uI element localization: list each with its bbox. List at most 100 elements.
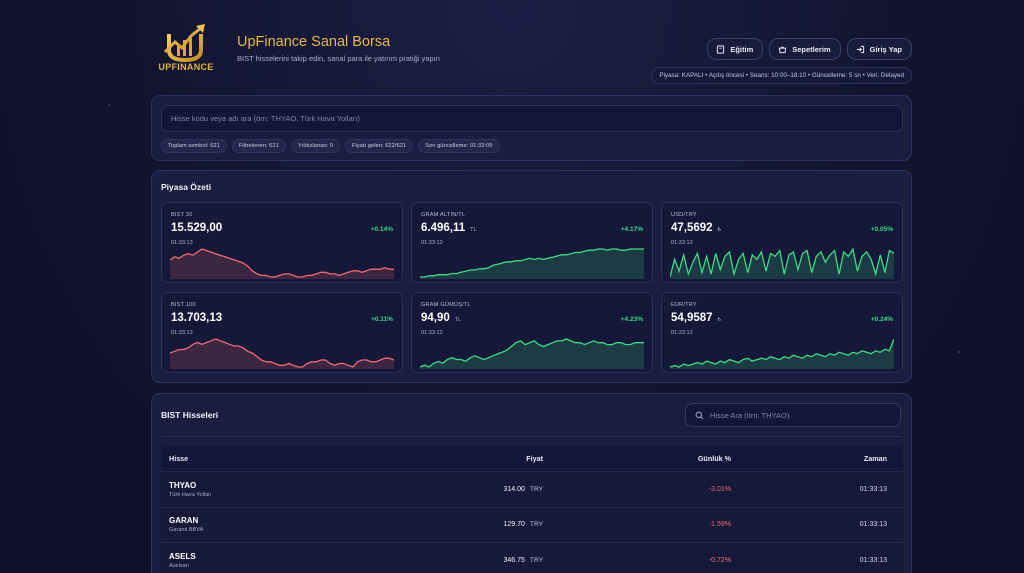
card-unit: TL [454,317,462,323]
card-value: 47,5692 ₺ [671,222,721,234]
stock-price: 314.00 [503,485,525,493]
card-time: 01:33:12 [421,240,443,246]
search-panel: Toplam sembol: 621 Filtrelenen: 621 Yıld… [151,95,912,161]
sparkline-line [670,247,894,278]
baskets-button-label: Sepetlerim [792,44,831,54]
stock-currency: TRY [529,556,543,564]
card-value: 54,9587 ₺ [671,312,721,324]
summary-card-bist30[interactable]: BIST 30 15.529,00 +0.14% 01:33:13 [161,202,403,283]
app-container: UPFINANCE UpFinance Sanal Borsa BIST his… [151,0,912,573]
stock-currency: TRY [529,521,543,529]
card-name: EUR/TRY [671,302,697,308]
sparkline-area [170,249,394,279]
stock-change: -1.59% [708,521,731,529]
symbol-search-input[interactable] [162,106,902,131]
stock-symbol: ASELS [169,551,196,561]
card-value-number: 47,5692 [671,222,713,234]
stock-price: 129.70 [503,521,525,529]
header-actions: Eğitim Sepetlerim Giriş Yap [707,38,912,60]
card-value: 94,90 TL [421,312,461,324]
education-button-label: Eğitim [730,44,754,54]
sparkline-chart [170,248,394,279]
stock-cell: GARAN Garanti BBVA [161,516,311,533]
stock-name: Garanti BBVA [169,527,204,534]
sparkline-area [420,249,644,279]
card-value: 6.496,11 TL [421,222,477,234]
card-name: USD/TRY [671,212,697,218]
card-value-number: 6.496,11 [421,222,466,234]
market-status-badge: Piyasa: KAPALI • Açılış öncesi • Seans: … [651,67,912,84]
price-cell: 346.75 TRY [311,556,544,564]
background-dot [958,351,960,353]
stock-change: -3.01% [708,485,731,493]
card-value-number: 15.529,00 [171,222,223,234]
stock-name: Türk Hava Yolları [169,491,212,498]
card-value-number: 13.703,13 [171,312,223,324]
sparkline-chart [420,248,644,279]
column-header-stock[interactable]: Hisse [169,454,189,463]
summary-card-gram-silver[interactable]: GRAM GÜMÜŞ/TL 94,90 TL +4.23% 01:33:12 [411,292,653,373]
card-time: 01:33:13 [171,240,193,246]
stock-search-input[interactable] [704,404,900,426]
table-row[interactable]: ASELS Aselsan 346.75 TRY -0.72% 01:33:13 [161,542,903,573]
table-row[interactable]: THYAO Türk Hava Yolları 314.00 TRY -3.01%… [161,471,903,507]
login-button[interactable]: Giriş Yap [846,38,912,60]
stock-name: Aselsan [169,562,189,569]
basket-icon [779,45,787,53]
table-row[interactable]: GARAN Garanti BBVA 129.70 TRY -1.59% 01:3… [161,506,903,542]
page-subtitle: BIST hisselerini takip edin, sanal para … [237,54,440,63]
card-value-number: 54,9587 [671,312,713,324]
stats-bar: Toplam sembol: 621 Filtrelenen: 621 Yıld… [161,139,500,153]
sparkline-chart [420,338,644,369]
summary-card-gram-gold[interactable]: GRAM ALTIN/TL 6.496,11 TL +4.17% 01:33:12 [411,202,653,283]
column-header-change[interactable]: Günlük % [697,454,731,463]
price-cell: 129.70 TRY [311,521,544,529]
sparkline-line [670,338,894,368]
sign-in-icon [856,45,864,53]
summary-card-eur-try[interactable]: EUR/TRY 54,9587 ₺ +0.24% 01:33:12 [661,292,903,373]
sparkline-chart [670,338,894,369]
sparkline-line [420,248,644,278]
stat-priced: Fiyatı gelen: 622/621 [345,139,414,153]
stock-time: 01:33:13 [859,485,887,493]
page-title: UpFinance Sanal Borsa [237,34,391,50]
card-unit: ₺ [717,317,722,323]
price-cell: 314.00 TRY [311,485,544,493]
summary-card-usd-try[interactable]: USD/TRY 47,5692 ₺ +0.05% 01:33:12 [661,202,903,283]
stocks-title: BIST Hisseleri [161,410,219,420]
divider [161,436,902,437]
baskets-button[interactable]: Sepetlerim [769,38,841,60]
card-name: GRAM GÜMÜŞ/TL [421,302,471,308]
background-dot [108,104,110,106]
sparkline-line [170,338,394,368]
stock-price: 346.75 [503,556,525,564]
card-value-number: 94,90 [421,312,450,324]
card-name: BIST 30 [171,212,193,218]
card-time: 01:33:12 [421,330,443,336]
summary-card-bist100[interactable]: BIST 100 13.703,13 +0.11% 01:33:13 [161,292,403,373]
card-change: +0.14% [370,226,393,233]
symbol-search-box [161,105,903,132]
stat-filtered: Filtrelenen: 621 [231,139,286,153]
education-button[interactable]: Eğitim [707,38,764,60]
card-change: +0.05% [870,226,893,233]
header: UPFINANCE UpFinance Sanal Borsa BIST his… [151,0,912,92]
card-time: 01:33:12 [671,330,693,336]
card-change: +0.11% [371,316,393,323]
sparkline-line [420,338,644,368]
sparkline-area [170,339,394,369]
sparkline-line [170,248,394,278]
market-summary-title: Piyasa Özeti [161,182,212,192]
market-summary-panel: Piyasa Özeti BIST 30 15.529,00 +0.14% 01… [151,170,912,383]
column-header-price[interactable]: Fiyat [526,454,543,463]
login-button-label: Giriş Yap [869,44,902,54]
column-header-time[interactable]: Zaman [863,454,887,463]
sparkline-area [420,339,644,369]
stock-time: 01:33:13 [859,521,887,529]
stock-cell: THYAO Türk Hava Yolları [161,481,311,498]
stocks-table: Hisse Fiyat Günlük % Zaman THYAO Türk Ha… [161,446,903,573]
search-icon [695,411,704,419]
logo-text: UPFINANCE [158,62,214,72]
sparkline-chart [670,247,894,279]
stock-cell: ASELS Aselsan [161,552,311,569]
